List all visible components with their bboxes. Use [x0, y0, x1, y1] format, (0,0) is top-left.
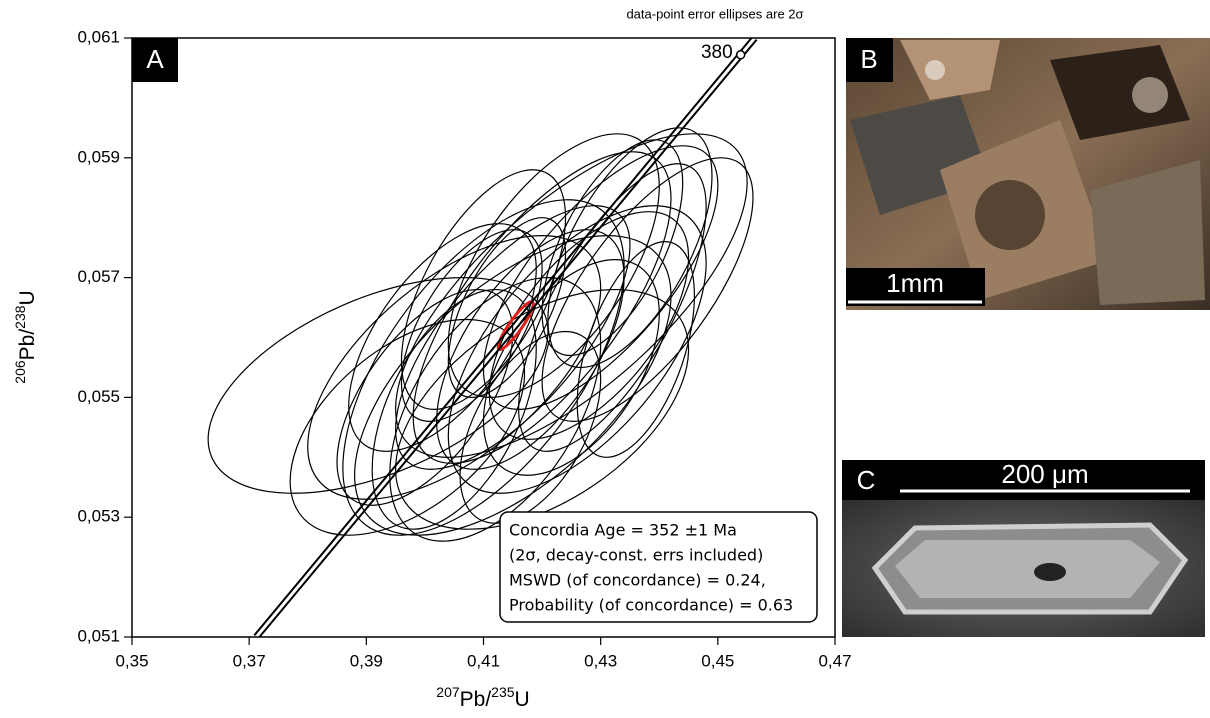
panel-label: C: [857, 465, 876, 495]
error-ellipse: [447, 217, 567, 398]
age-marker: [735, 50, 746, 60]
label-text: U: [515, 688, 530, 711]
x-tick-label: 0,47: [818, 651, 851, 670]
label-text: Pb/: [16, 329, 39, 361]
x-tick-label: 0,41: [467, 651, 500, 670]
plot-area: [207, 38, 758, 637]
error-ellipse: [547, 127, 713, 369]
error-ellipse: [459, 330, 602, 524]
error-ellipse: [389, 277, 602, 542]
error-ellipse: [342, 199, 625, 536]
y-tick-label: 0,061: [77, 27, 120, 46]
x-tick-label: 0,35: [115, 651, 148, 670]
panel-label: A: [146, 44, 164, 74]
y-axis-label: 206Pb/238U: [12, 290, 38, 383]
error-ellipse: [400, 169, 567, 410]
error-ellipse: [354, 235, 672, 536]
error-ellipse: [576, 241, 695, 458]
scale-box: [846, 268, 985, 306]
concordia-curve: [253, 38, 753, 637]
y-tick-label: 0,053: [77, 507, 120, 526]
x-axis-label: 207Pb/235U: [436, 684, 529, 710]
x-tick-label: 0,45: [701, 651, 734, 670]
label-superscript: 207: [436, 684, 460, 700]
error-ellipse: [488, 211, 690, 440]
error-ellipse: [336, 288, 514, 506]
y-tick-label: 0,059: [77, 147, 120, 166]
label-text: Pb/: [460, 688, 492, 711]
y-tick-label: 0,055: [77, 387, 120, 406]
concordia-curve: [258, 38, 758, 637]
axes: 0,35 0,37 0,39 0,41 0,43 0,45 0,47 0,051 0,053 0,…: [77, 27, 851, 670]
result-box: [499, 511, 818, 623]
error-ellipse: [395, 288, 690, 530]
panel-label-box: [132, 38, 178, 82]
panel-label-box: [846, 38, 893, 82]
result-line: (2σ, decay-const. errs included): [509, 546, 763, 565]
label-text: U: [16, 290, 39, 305]
error-ellipse: [447, 205, 707, 494]
label-superscript: 206: [12, 360, 28, 384]
result-line: Probability (of concordance) = 0.63: [509, 596, 793, 615]
x-tick-label: 0,43: [584, 651, 617, 670]
photo-c: [842, 500, 1205, 637]
label-superscript: 238: [12, 305, 28, 329]
x-tick-label: 0,39: [350, 651, 383, 670]
result-line: Concordia Age = 352 ±1 Ma: [509, 521, 737, 540]
error-ellipse: [541, 157, 754, 422]
photo-b: [846, 38, 1210, 310]
panel-label: B: [860, 44, 877, 74]
age-label: 380: [701, 42, 733, 63]
x-tick-label: 0,37: [233, 651, 266, 670]
scale-label: 1mm: [886, 268, 944, 298]
y-tick-label: 0,051: [77, 626, 120, 645]
result-line: MSWD (of concordance) = 0.24,: [509, 571, 766, 590]
scale-box: [842, 460, 1205, 500]
y-tick-label: 0,057: [77, 267, 120, 286]
note: data-point error ellipses are 2σ: [626, 6, 803, 21]
scale-label: 200 μm: [1001, 459, 1088, 489]
label-superscript: 235: [491, 684, 515, 700]
